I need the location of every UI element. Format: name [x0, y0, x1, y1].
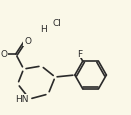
Text: F: F	[77, 49, 82, 58]
Text: HN: HN	[15, 95, 29, 104]
Text: O: O	[24, 37, 31, 46]
Text: H: H	[40, 25, 47, 34]
Text: O: O	[0, 50, 7, 59]
Text: Cl: Cl	[53, 18, 62, 27]
